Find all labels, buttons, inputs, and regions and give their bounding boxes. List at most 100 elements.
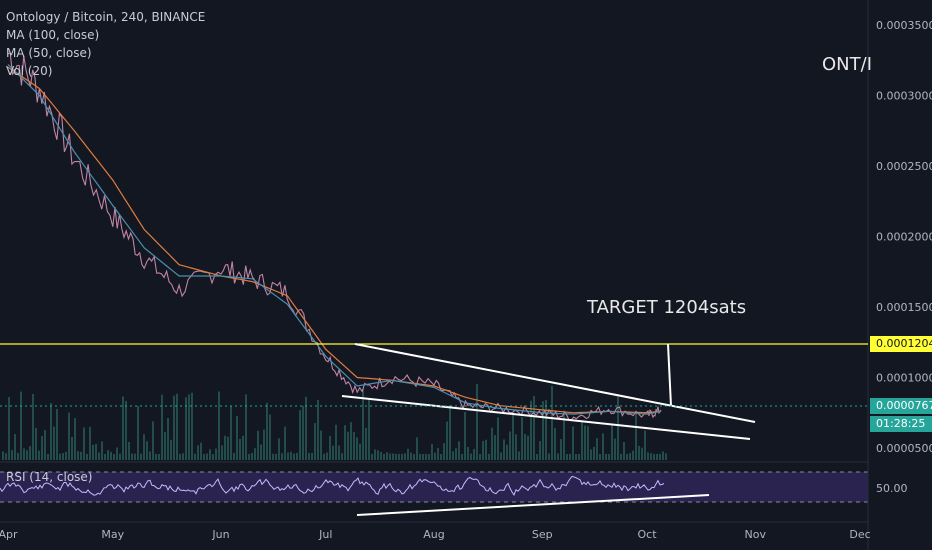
volume-bar [488, 453, 490, 460]
volume-bar [335, 424, 337, 460]
symbol-title[interactable]: Ontology / Bitcoin, 240, BINANCE [6, 10, 206, 24]
volume-bar [128, 441, 130, 460]
volume-bar [263, 429, 265, 460]
volume-bar [659, 453, 661, 460]
volume-bar [605, 453, 607, 460]
volume-bar [311, 452, 313, 460]
legend-volume[interactable]: Vol (20) [6, 64, 53, 78]
volume-bar [149, 451, 151, 460]
volume-bar [608, 453, 610, 460]
time-tick-label: Apr [0, 528, 18, 541]
volume-bar [278, 438, 280, 460]
volume-bar [2, 451, 4, 460]
volume-bar [308, 452, 310, 460]
volume-bar [383, 453, 385, 460]
volume-bar [512, 412, 514, 460]
volume-bar [155, 453, 157, 460]
volume-bar [413, 453, 415, 460]
ma100-line[interactable] [7, 66, 662, 414]
volume-bar [656, 453, 658, 460]
price-line[interactable] [7, 52, 662, 421]
time-tick-label: Jun [211, 528, 229, 541]
price-tick-label: 0.0003500 [876, 19, 932, 32]
volume-bar [290, 451, 292, 460]
volume-bar [56, 408, 58, 460]
rsi-legend[interactable]: RSI (14, close) [6, 470, 93, 484]
volume-bar [509, 431, 511, 460]
volume-bar [299, 410, 301, 460]
volume-bar [542, 401, 544, 460]
volume-bar [581, 420, 583, 460]
volume-bar [146, 441, 148, 460]
target-projection-line[interactable] [667, 343, 672, 407]
volume-bar [404, 453, 406, 460]
volume-bar [464, 412, 466, 460]
volume-bar [599, 453, 601, 460]
volume-bar [26, 450, 28, 460]
volume-bar [134, 453, 136, 460]
volume-bar [86, 453, 88, 460]
legend-ma100[interactable]: MA (100, close) [6, 28, 100, 42]
volume-bar [551, 385, 553, 460]
time-tick-label: Aug [423, 528, 444, 541]
price-axis: 0.0003500 0.0003000 0.0002500 0.0002000 0.00… [876, 19, 932, 455]
volume-bar [515, 434, 517, 460]
volume-bar [23, 448, 25, 460]
volume-bar [395, 453, 397, 460]
volume-bar [506, 444, 508, 460]
target-annotation-text[interactable]: TARGET 1204sats [586, 297, 746, 318]
volume-bar [458, 441, 460, 460]
volume-bar [221, 445, 223, 460]
volume-bar [173, 395, 175, 460]
volume-bar [347, 431, 349, 460]
volume-bar [224, 435, 226, 460]
volume-bar [332, 445, 334, 460]
time-tick-label: Sep [532, 528, 553, 541]
volume-bar [611, 424, 613, 460]
wedge-upper-trendline[interactable] [354, 343, 756, 423]
volume-bar [233, 453, 235, 460]
current-price-label: 0.0000767 [870, 398, 932, 414]
volume-bar [266, 402, 268, 460]
volume-bar [662, 451, 664, 460]
volume-bar [620, 453, 622, 460]
volume-bar [5, 453, 7, 460]
volume-bar [365, 427, 367, 460]
volume-bar [410, 452, 412, 460]
volume-bar [449, 405, 451, 460]
volume-bar [485, 439, 487, 460]
volume-bar [467, 446, 469, 460]
volume-bar [203, 453, 205, 460]
volume-bar [35, 427, 37, 460]
volume-bar [437, 447, 439, 460]
legend-ma50[interactable]: MA (50, close) [6, 46, 92, 60]
volume-bar [398, 453, 400, 460]
volume-bar [647, 452, 649, 460]
volume-bar [338, 445, 340, 460]
volume-bar [533, 396, 535, 460]
volume-bar [164, 432, 166, 460]
bar-countdown-label: 01:28:25 [870, 416, 932, 432]
volume-bar [44, 430, 46, 460]
volume-bar [68, 412, 70, 460]
volume-bar [110, 451, 112, 460]
volume-bar [251, 452, 253, 460]
volume-bar [113, 453, 115, 460]
volume-bar [587, 426, 589, 460]
ma50-line[interactable] [7, 64, 662, 415]
volume-bar [386, 452, 388, 460]
volume-bar [287, 452, 289, 460]
volume-bar [503, 439, 505, 460]
rsi-line[interactable] [0, 475, 665, 496]
volume-bar [617, 396, 619, 460]
volume-bar [248, 453, 250, 460]
price-tick-label: 0.0000500 [876, 442, 932, 455]
volume-bar [653, 453, 655, 460]
volume-bar [584, 425, 586, 460]
volume-bar [182, 453, 184, 460]
rsi-trendline[interactable] [356, 494, 710, 516]
volume-bar [359, 443, 361, 460]
volume-bar [62, 453, 64, 460]
wedge-lower-trendline[interactable] [341, 395, 751, 440]
